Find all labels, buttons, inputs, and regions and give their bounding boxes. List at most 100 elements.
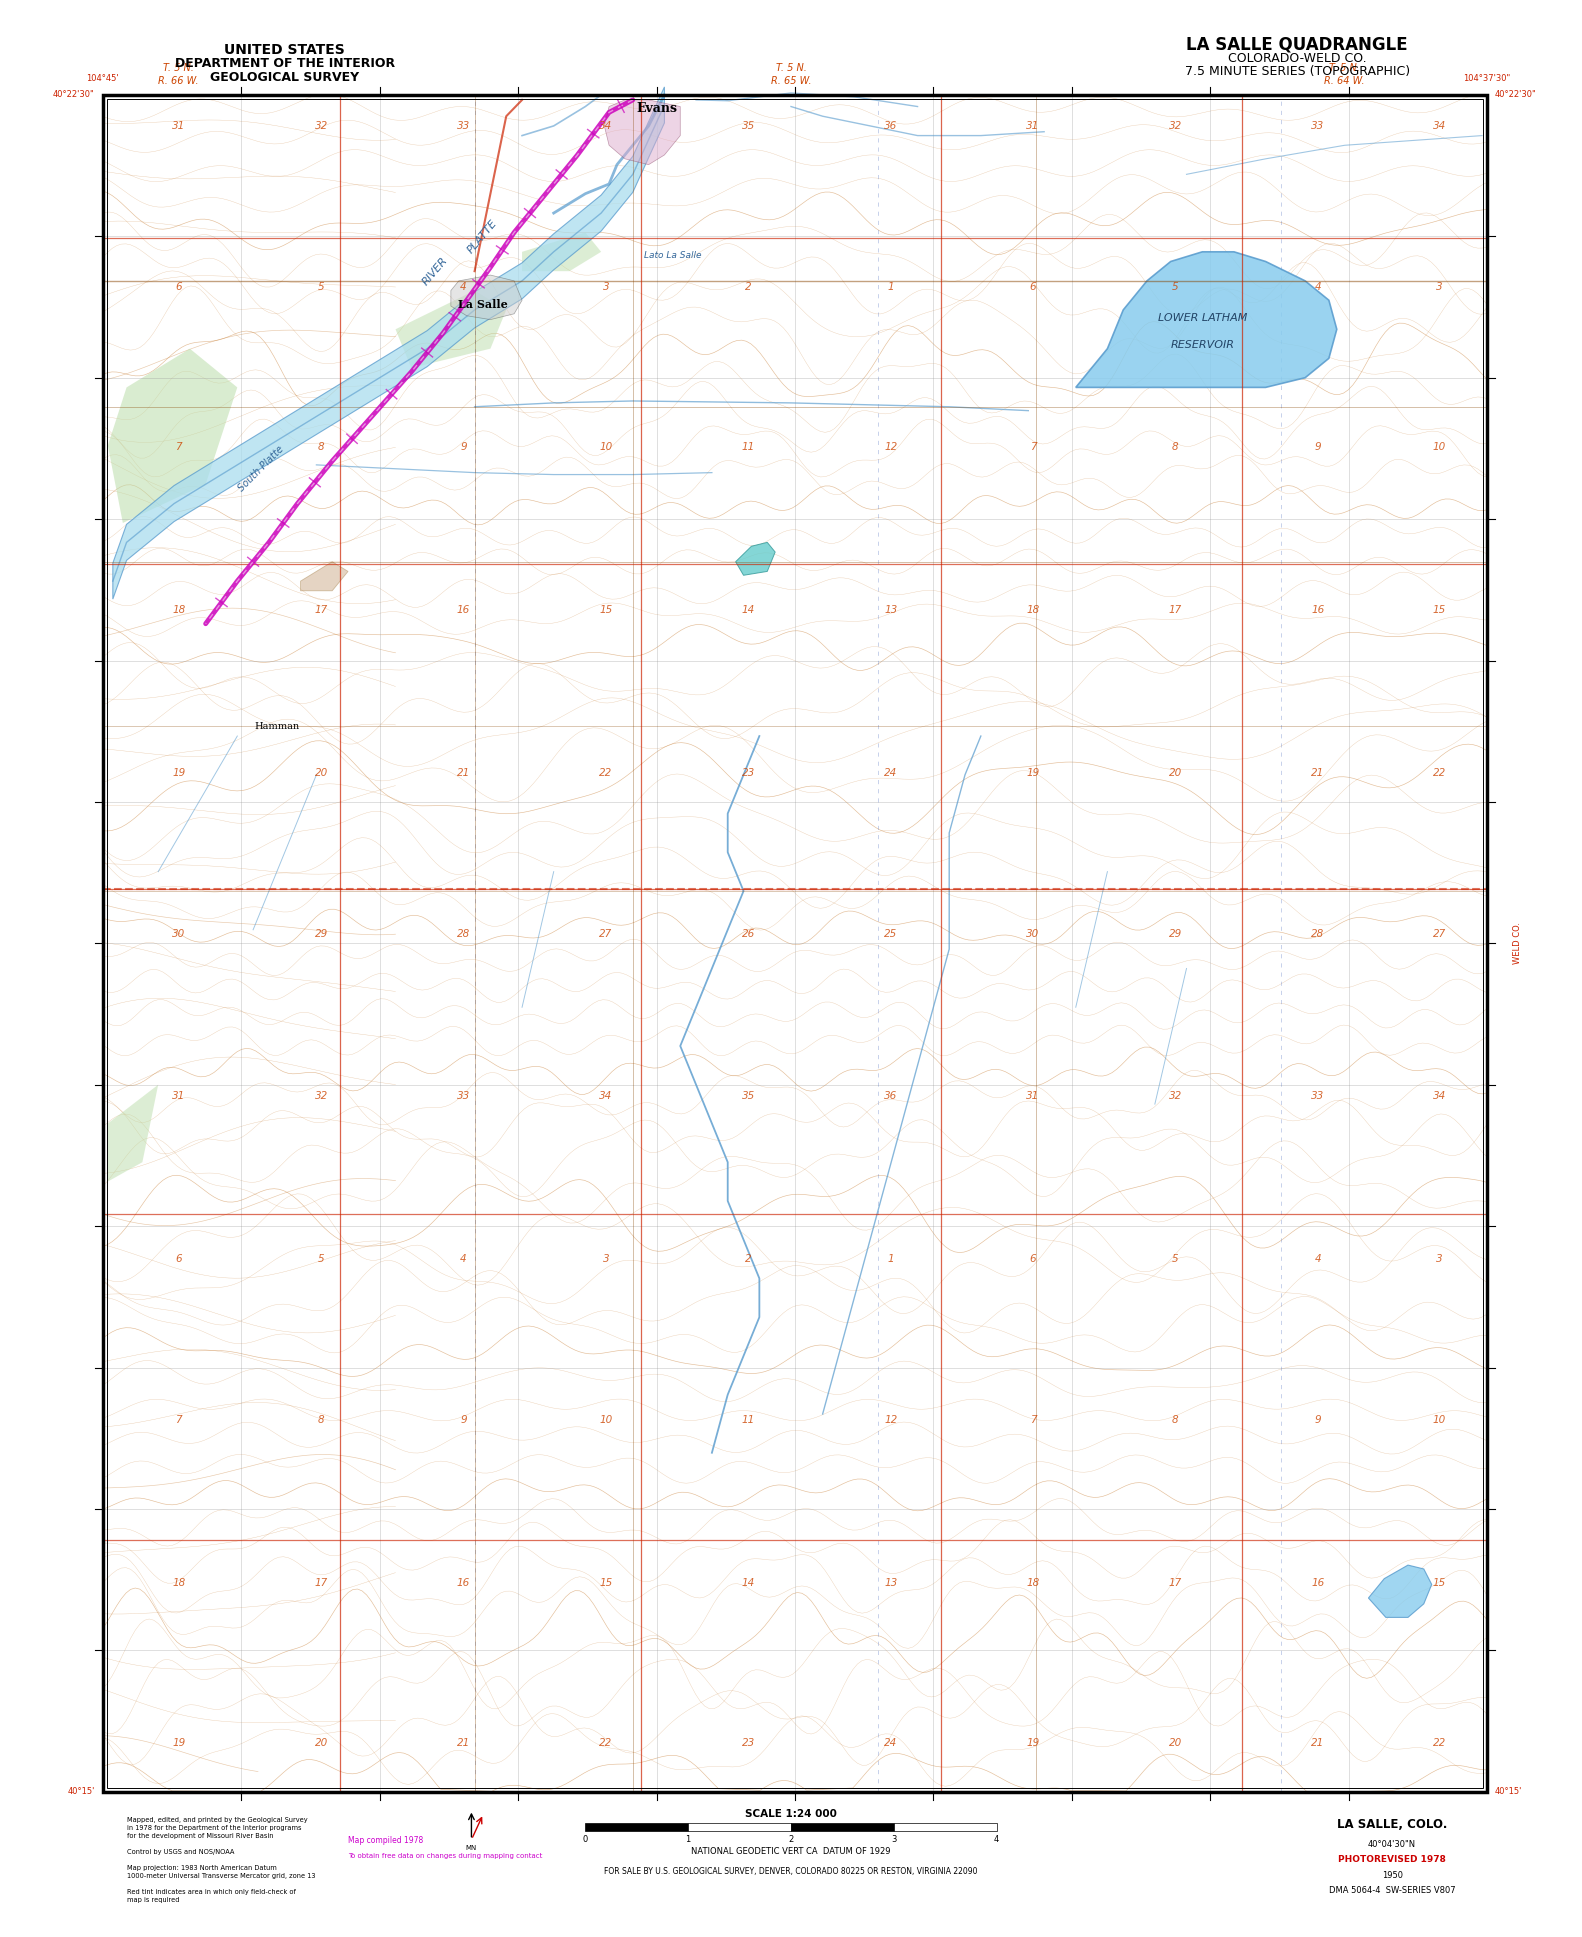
Text: 16: 16 xyxy=(457,604,470,616)
Bar xyxy=(108,99,1482,1788)
Text: LA SALLE QUADRANGLE: LA SALLE QUADRANGLE xyxy=(1186,35,1408,54)
Text: 23: 23 xyxy=(742,1737,755,1749)
Text: 30: 30 xyxy=(1027,928,1039,939)
Text: 8: 8 xyxy=(318,442,324,453)
Text: 13: 13 xyxy=(884,1577,897,1588)
Text: 28: 28 xyxy=(457,928,470,939)
Text: R. 64 W.: R. 64 W. xyxy=(1324,76,1365,87)
Text: 3: 3 xyxy=(1436,1253,1443,1265)
Text: 6: 6 xyxy=(1030,1253,1036,1265)
Text: 21: 21 xyxy=(457,767,470,779)
Text: 5: 5 xyxy=(318,1253,324,1265)
Text: 11: 11 xyxy=(742,1414,755,1426)
Text: 14: 14 xyxy=(742,1577,755,1588)
Text: FOR SALE BY U.S. GEOLOGICAL SURVEY, DENVER, COLORADO 80225 OR RESTON, VIRGINIA 2: FOR SALE BY U.S. GEOLOGICAL SURVEY, DENV… xyxy=(604,1867,978,1875)
Text: 24: 24 xyxy=(884,767,897,779)
Text: 7: 7 xyxy=(176,1414,182,1426)
Text: 20: 20 xyxy=(315,767,327,779)
Text: 18: 18 xyxy=(1027,604,1039,616)
Text: 21: 21 xyxy=(1311,1737,1324,1749)
Polygon shape xyxy=(604,101,680,165)
Text: 4: 4 xyxy=(460,281,467,292)
Text: 12: 12 xyxy=(884,1414,897,1426)
Text: 4: 4 xyxy=(1315,1253,1321,1265)
Text: COLORADO-WELD CO.: COLORADO-WELD CO. xyxy=(1228,52,1367,64)
Text: 7: 7 xyxy=(1030,442,1036,453)
Text: 3: 3 xyxy=(1436,281,1443,292)
Text: 104°37'30": 104°37'30" xyxy=(1463,74,1511,83)
Text: 40°22'30": 40°22'30" xyxy=(54,91,95,99)
Text: 24: 24 xyxy=(884,1737,897,1749)
Text: 32: 32 xyxy=(315,120,327,132)
Text: 3: 3 xyxy=(603,1253,609,1265)
Text: LA SALLE, COLO.: LA SALLE, COLO. xyxy=(1337,1819,1448,1830)
Text: 6: 6 xyxy=(176,1253,182,1265)
Text: 11: 11 xyxy=(742,442,755,453)
Text: 20: 20 xyxy=(315,1737,327,1749)
Text: 33: 33 xyxy=(1311,120,1324,132)
Text: 7: 7 xyxy=(1030,1414,1036,1426)
Text: UNITED STATES: UNITED STATES xyxy=(225,43,345,58)
Polygon shape xyxy=(1076,252,1337,387)
Text: 4: 4 xyxy=(460,1253,467,1265)
Text: WELD CO.: WELD CO. xyxy=(1512,922,1522,965)
Text: 17: 17 xyxy=(315,604,327,616)
Polygon shape xyxy=(301,562,348,591)
Text: 29: 29 xyxy=(1169,928,1182,939)
Text: 26: 26 xyxy=(742,928,755,939)
Text: 1: 1 xyxy=(685,1834,691,1844)
Bar xyxy=(688,1823,791,1830)
Bar xyxy=(894,1823,997,1830)
Text: Map compiled 1978: Map compiled 1978 xyxy=(348,1836,424,1844)
Text: DEPARTMENT OF THE INTERIOR: DEPARTMENT OF THE INTERIOR xyxy=(174,58,396,70)
Text: RESERVOIR: RESERVOIR xyxy=(1171,339,1234,351)
Text: 5: 5 xyxy=(1172,1253,1179,1265)
Text: 15: 15 xyxy=(600,1577,612,1588)
Text: 19: 19 xyxy=(172,1737,185,1749)
Text: DMA 5064-4  SW-SERIES V807: DMA 5064-4 SW-SERIES V807 xyxy=(1329,1887,1455,1894)
Text: 10: 10 xyxy=(1433,442,1446,453)
Text: 3: 3 xyxy=(891,1834,897,1844)
Text: PHOTOREVISED 1978: PHOTOREVISED 1978 xyxy=(1338,1856,1446,1863)
Text: 34: 34 xyxy=(600,120,612,132)
Text: 34: 34 xyxy=(600,1091,612,1102)
Bar xyxy=(103,95,1487,1792)
Text: 2: 2 xyxy=(788,1834,794,1844)
Polygon shape xyxy=(112,87,664,599)
Bar xyxy=(585,1823,688,1830)
Text: 1: 1 xyxy=(888,281,894,292)
Text: 9: 9 xyxy=(460,1414,467,1426)
Text: 10: 10 xyxy=(600,442,612,453)
Text: Hamman: Hamman xyxy=(255,723,299,730)
Text: Lato La Salle: Lato La Salle xyxy=(644,252,701,260)
Text: 15: 15 xyxy=(1433,1577,1446,1588)
Text: 40°22'30": 40°22'30" xyxy=(1495,91,1536,99)
Text: 5: 5 xyxy=(1172,281,1179,292)
Text: 10: 10 xyxy=(1433,1414,1446,1426)
Text: South Platte: South Platte xyxy=(236,444,286,494)
Text: 15: 15 xyxy=(600,604,612,616)
Text: 4: 4 xyxy=(1315,281,1321,292)
Text: 6: 6 xyxy=(1030,281,1036,292)
Text: 1950: 1950 xyxy=(1381,1871,1403,1879)
Text: Mapped, edited, and printed by the Geological Survey
in 1978 for the Department : Mapped, edited, and printed by the Geolo… xyxy=(127,1817,315,1902)
Text: 9: 9 xyxy=(1315,442,1321,453)
Polygon shape xyxy=(736,542,775,575)
Text: 34: 34 xyxy=(1433,1091,1446,1102)
Text: 27: 27 xyxy=(1433,928,1446,939)
Text: 8: 8 xyxy=(1172,1414,1179,1426)
Text: La Salle: La Salle xyxy=(457,298,508,310)
Text: 32: 32 xyxy=(1169,1091,1182,1102)
Text: 22: 22 xyxy=(600,1737,612,1749)
Text: 17: 17 xyxy=(1169,1577,1182,1588)
Text: 27: 27 xyxy=(600,928,612,939)
Text: 104°45': 104°45' xyxy=(87,74,119,83)
Polygon shape xyxy=(108,1085,158,1182)
Text: 28: 28 xyxy=(1311,928,1324,939)
Text: SCALE 1:24 000: SCALE 1:24 000 xyxy=(745,1809,837,1819)
Text: 23: 23 xyxy=(742,767,755,779)
Polygon shape xyxy=(1368,1565,1432,1617)
Text: 17: 17 xyxy=(315,1577,327,1588)
Text: 17: 17 xyxy=(1169,604,1182,616)
Text: 8: 8 xyxy=(318,1414,324,1426)
